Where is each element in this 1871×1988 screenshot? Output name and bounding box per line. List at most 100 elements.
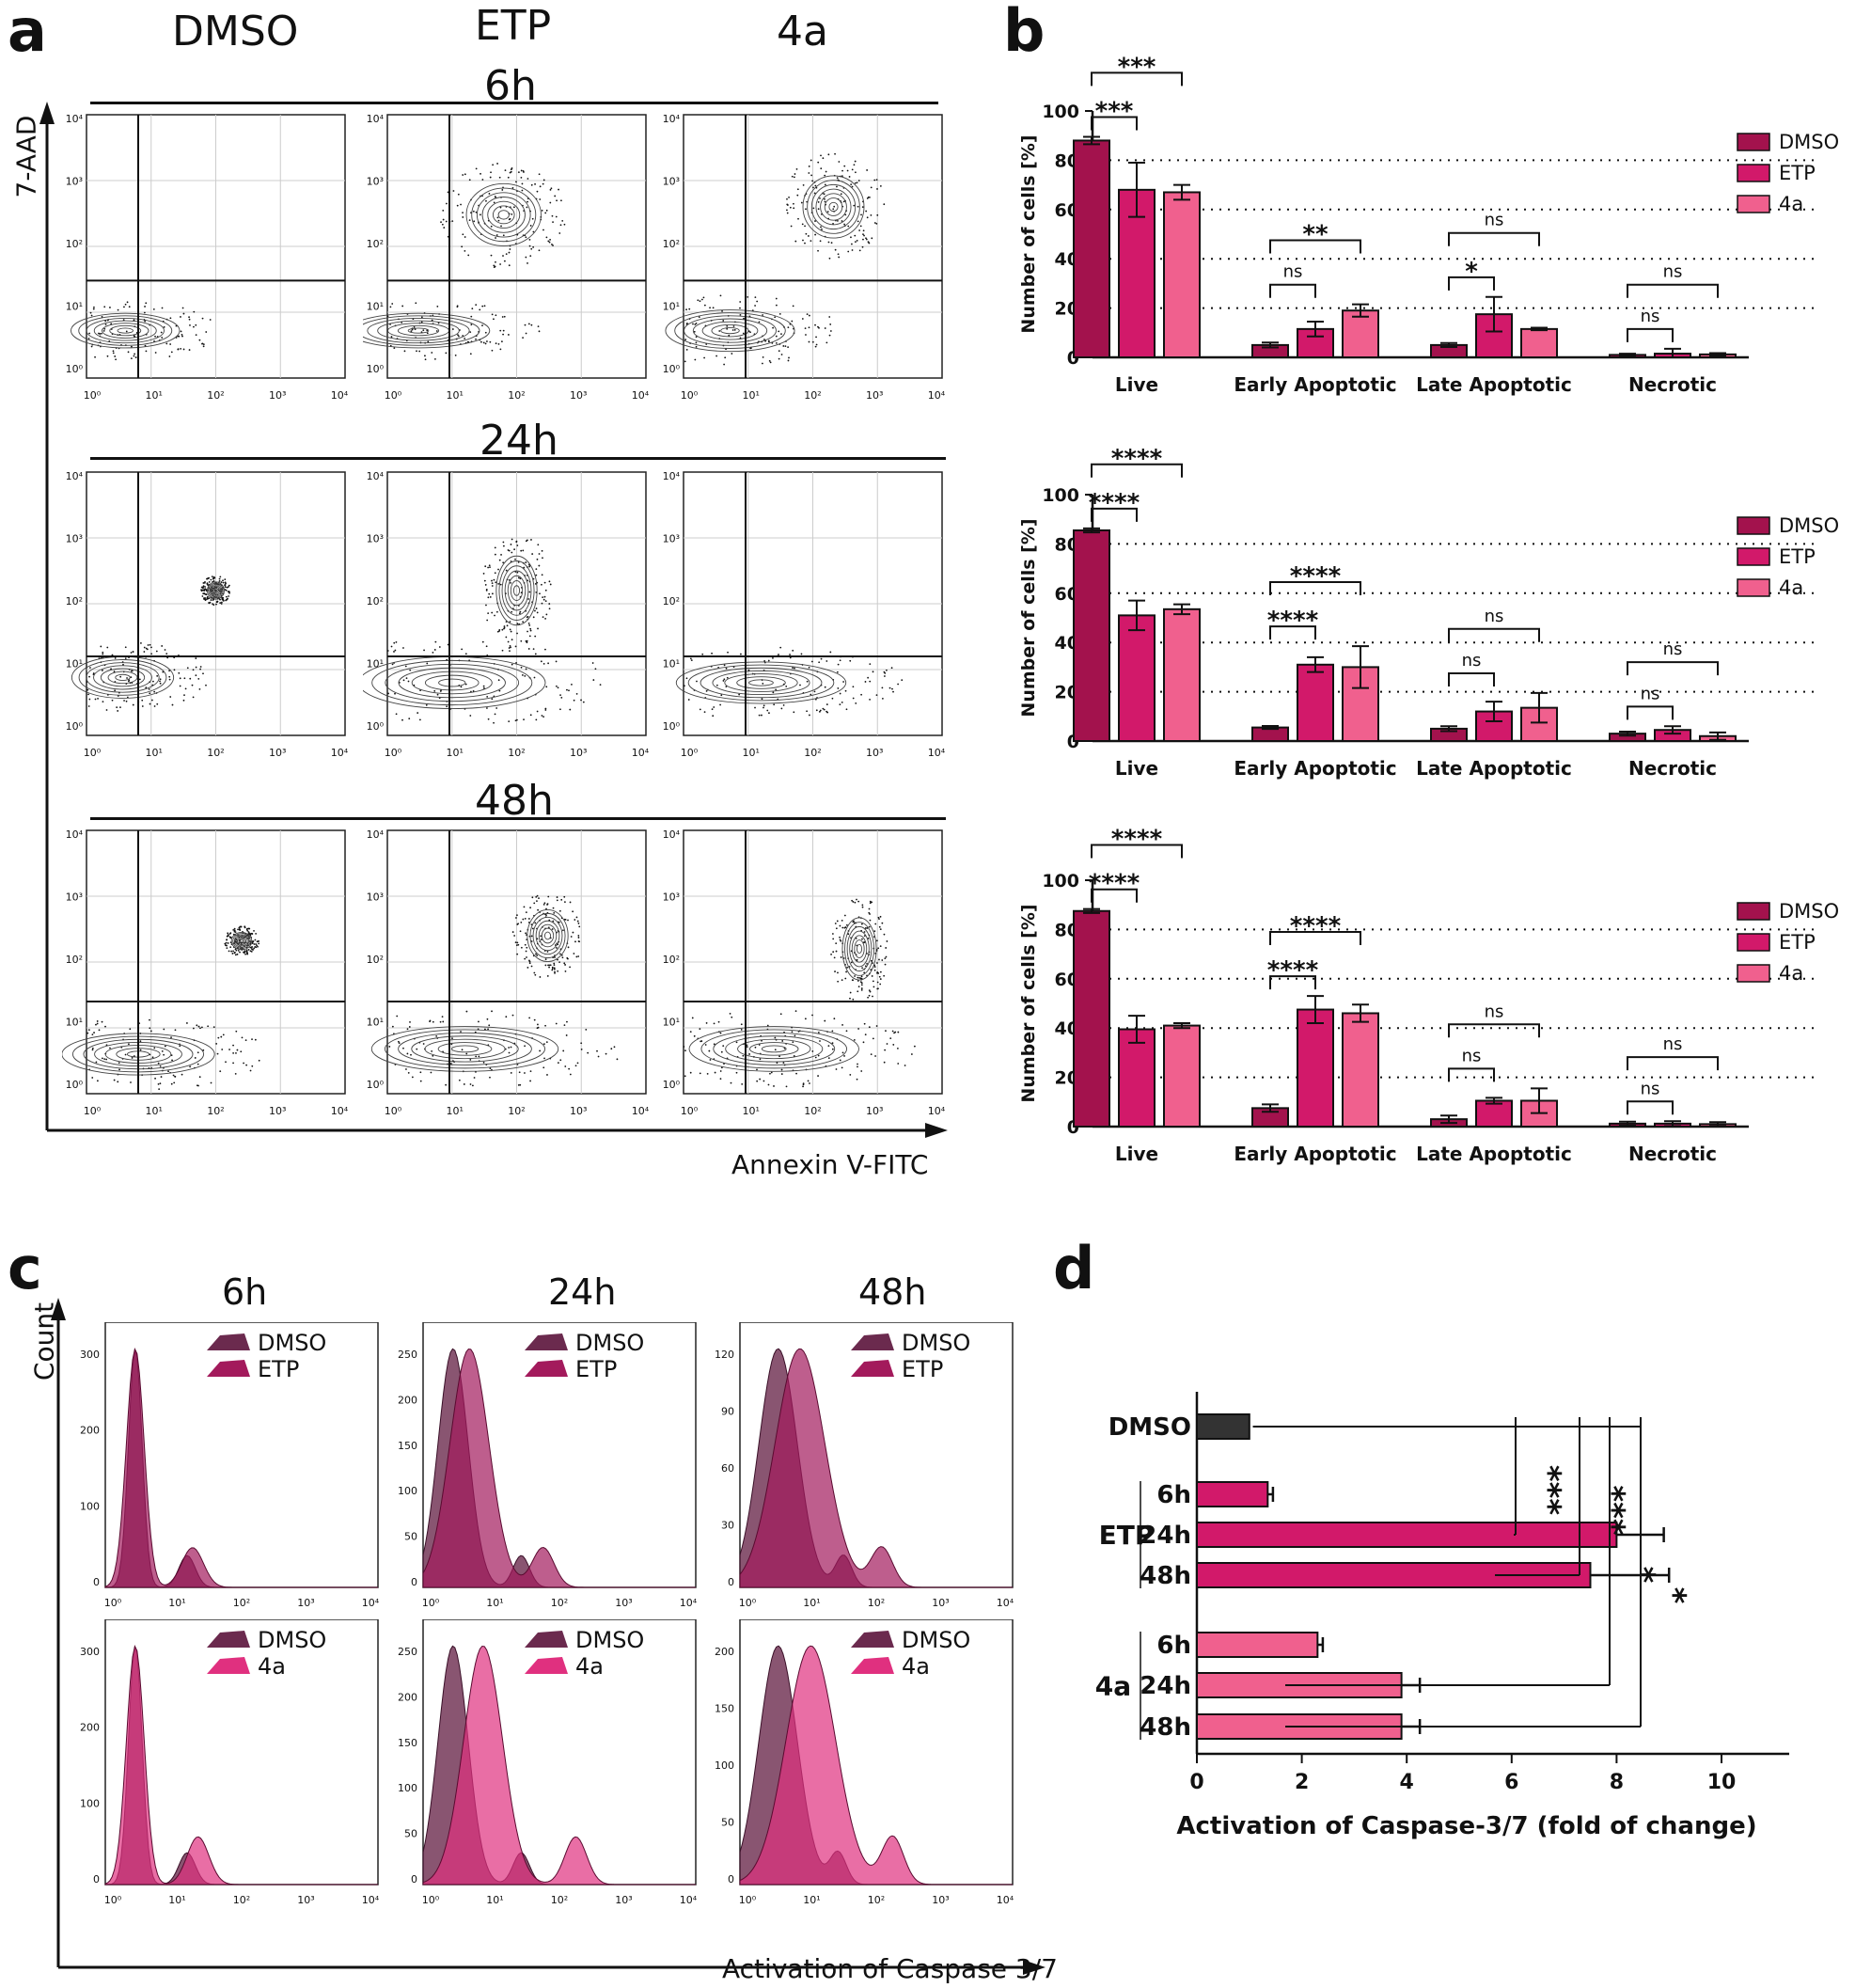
hist-x-tick-label: 10⁴ bbox=[997, 1894, 1014, 1906]
event-dot bbox=[198, 1076, 201, 1079]
legend-dmso-label: DMSO bbox=[258, 1330, 326, 1356]
event-dot bbox=[792, 667, 794, 670]
hist-y-tick-label: 200 bbox=[398, 1691, 417, 1703]
event-dot bbox=[559, 1059, 562, 1062]
event-dot bbox=[531, 927, 534, 930]
event-dot bbox=[781, 1040, 784, 1042]
event-dot bbox=[693, 1034, 696, 1037]
event-dot bbox=[100, 645, 102, 648]
event-dot bbox=[852, 921, 855, 923]
event-dot bbox=[118, 1062, 120, 1065]
y-axis-title: Number of cells [%] bbox=[1018, 518, 1039, 717]
event-dot bbox=[859, 981, 862, 983]
event-dot bbox=[194, 1057, 197, 1059]
significance-label: ns bbox=[1663, 262, 1683, 282]
event-dot bbox=[741, 1082, 744, 1085]
event-dot bbox=[161, 307, 164, 309]
event-dot bbox=[544, 964, 547, 967]
event-dot bbox=[763, 704, 765, 707]
event-dot bbox=[515, 718, 518, 721]
event-dot bbox=[499, 348, 502, 351]
event-dot bbox=[150, 646, 152, 649]
event-dot bbox=[229, 937, 232, 939]
event-dot bbox=[845, 923, 848, 926]
event-dot bbox=[530, 539, 532, 541]
event-dot bbox=[825, 703, 828, 705]
event-dot bbox=[228, 584, 230, 587]
event-dot bbox=[117, 710, 119, 712]
legend-dmso-swatch bbox=[851, 1631, 894, 1648]
event-dot bbox=[197, 1025, 200, 1028]
event-dot bbox=[402, 679, 405, 682]
event-dot bbox=[807, 235, 810, 237]
event-dot bbox=[792, 649, 794, 652]
event-dot bbox=[503, 627, 505, 630]
significance-bracket bbox=[1627, 1100, 1674, 1115]
event-dot bbox=[122, 663, 124, 666]
event-dot bbox=[511, 187, 514, 189]
event-dot bbox=[258, 1059, 260, 1062]
event-dot bbox=[834, 970, 836, 972]
event-dot bbox=[124, 646, 127, 649]
event-dot bbox=[503, 315, 506, 318]
event-dot bbox=[825, 660, 828, 662]
event-dot bbox=[843, 914, 846, 917]
density-contour bbox=[71, 312, 181, 349]
x-tick-label: 10⁰ bbox=[385, 389, 402, 402]
event-dot bbox=[502, 544, 505, 547]
event-dot bbox=[533, 902, 536, 905]
event-dot bbox=[487, 596, 490, 599]
event-dot bbox=[725, 686, 728, 687]
significance-label: ns bbox=[1663, 1034, 1683, 1054]
event-dot bbox=[522, 621, 525, 623]
event-dot bbox=[409, 1020, 411, 1023]
event-dot bbox=[198, 339, 201, 341]
hist-y-tick-label: 120 bbox=[715, 1349, 734, 1361]
event-dot bbox=[801, 318, 804, 320]
event-dot bbox=[779, 1013, 782, 1016]
event-dot bbox=[866, 927, 869, 929]
event-dot bbox=[88, 675, 90, 678]
event-dot bbox=[200, 586, 203, 589]
y-axis-title: Number of cells [%] bbox=[1018, 134, 1039, 333]
event-dot bbox=[91, 1077, 94, 1079]
density-contour bbox=[688, 1026, 859, 1072]
event-dot bbox=[564, 919, 567, 921]
event-dot bbox=[846, 966, 848, 969]
significance-label: ns bbox=[1485, 1002, 1504, 1021]
event-dot bbox=[525, 950, 527, 953]
event-dot bbox=[487, 566, 490, 569]
event-dot bbox=[842, 200, 845, 203]
event-dot bbox=[739, 307, 741, 309]
event-dot bbox=[114, 355, 117, 357]
event-dot bbox=[251, 1038, 253, 1041]
event-dot bbox=[558, 921, 560, 923]
y-tick-label: 10³ bbox=[663, 176, 680, 188]
event-dot bbox=[775, 297, 778, 300]
event-dot bbox=[559, 224, 562, 227]
event-dot bbox=[221, 596, 224, 599]
event-dot bbox=[788, 196, 790, 198]
x-tick-label: 10⁴ bbox=[632, 389, 650, 402]
density-contour bbox=[748, 679, 774, 686]
event-dot bbox=[723, 678, 726, 681]
event-dot bbox=[513, 548, 515, 551]
bar-DMSO bbox=[1196, 1413, 1250, 1440]
event-dot bbox=[780, 707, 783, 710]
event-dot bbox=[491, 592, 494, 595]
event-dot bbox=[523, 566, 526, 569]
event-dot bbox=[831, 1042, 834, 1045]
x-tick-label: 10³ bbox=[269, 1105, 286, 1117]
event-dot bbox=[883, 203, 886, 206]
density-contour bbox=[700, 667, 823, 699]
event-dot bbox=[228, 591, 230, 593]
event-dot bbox=[493, 721, 495, 724]
event-dot bbox=[537, 1023, 539, 1026]
event-dot bbox=[875, 694, 878, 697]
event-dot bbox=[747, 669, 750, 671]
hist-y-tick-label: 0 bbox=[728, 1873, 734, 1885]
event-dot bbox=[819, 197, 821, 199]
event-dot bbox=[828, 334, 831, 337]
